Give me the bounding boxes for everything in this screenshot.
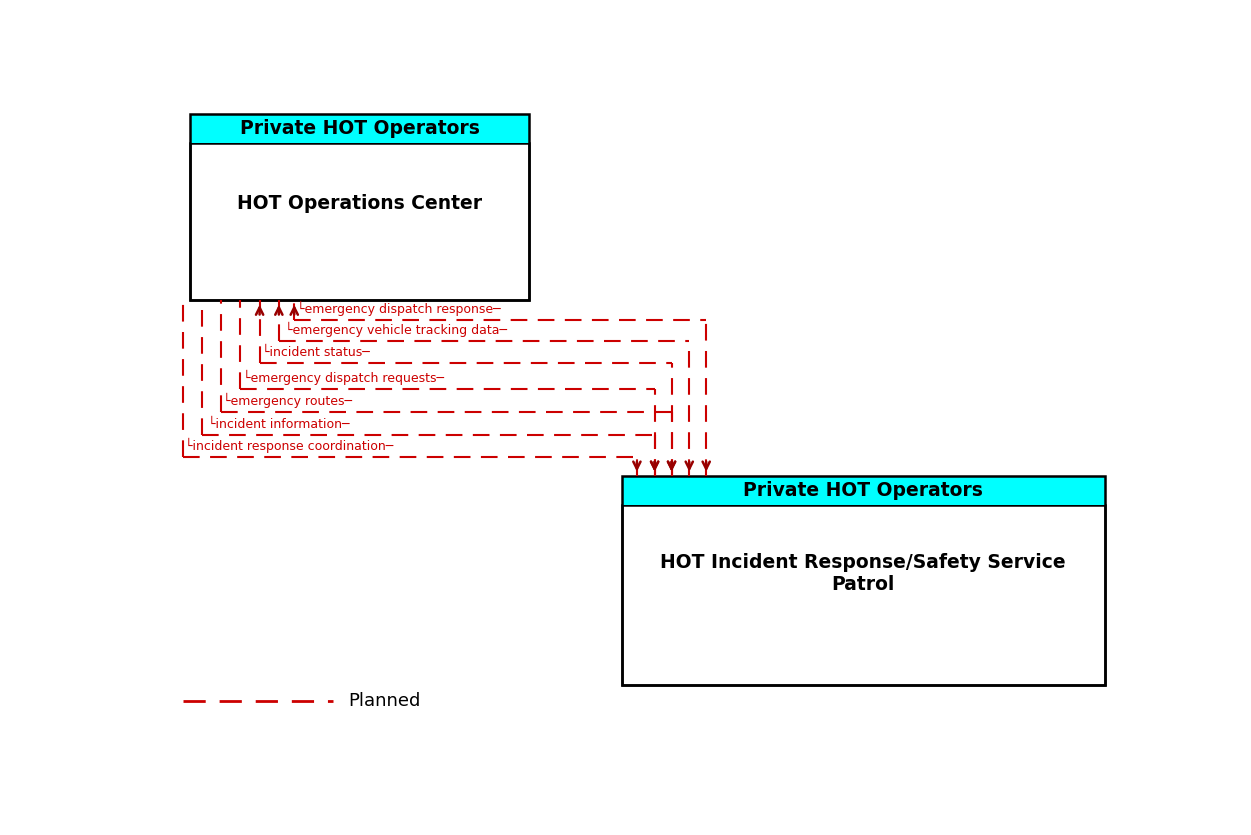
Bar	[622, 505, 1105, 686]
Bar	[190, 144, 529, 301]
Text: Private HOT Operators: Private HOT Operators	[240, 119, 479, 138]
Text: └emergency routes─: └emergency routes─	[224, 393, 353, 408]
Text: HOT Incident Response/Safety Service
Patrol: HOT Incident Response/Safety Service Pat…	[661, 554, 1066, 595]
Bar	[622, 476, 1105, 505]
Text: └incident information─: └incident information─	[204, 418, 350, 432]
Bar	[622, 476, 1105, 686]
Text: └incident response coordination─: └incident response coordination─	[185, 438, 393, 453]
Text: └incident status─: └incident status─	[261, 346, 369, 359]
Text: Planned: Planned	[348, 692, 420, 710]
Text: └emergency dispatch response─: └emergency dispatch response─	[296, 301, 500, 316]
Text: HOT Operations Center: HOT Operations Center	[238, 194, 483, 213]
Text: └emergency dispatch requests─: └emergency dispatch requests─	[243, 370, 444, 385]
Bar	[190, 114, 529, 144]
Bar	[190, 114, 529, 301]
Text: └emergency vehicle tracking data─: └emergency vehicle tracking data─	[281, 322, 507, 337]
Text: Private HOT Operators: Private HOT Operators	[743, 481, 983, 500]
